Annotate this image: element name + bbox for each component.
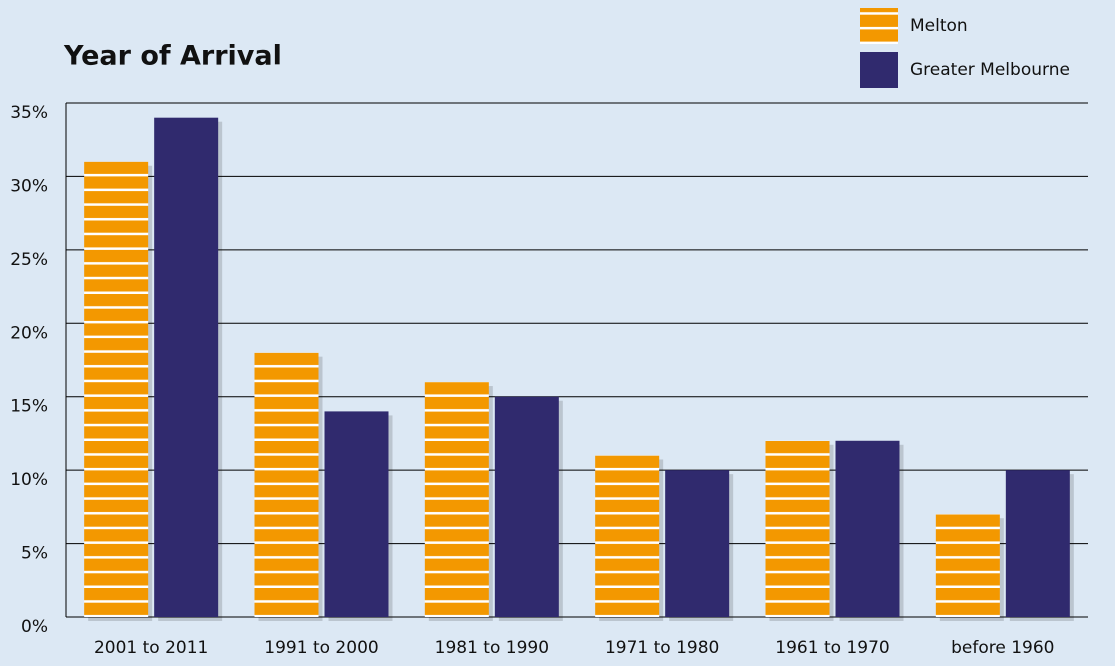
bar bbox=[254, 352, 319, 617]
legend-swatch bbox=[860, 8, 898, 44]
chart-title: Year of Arrival bbox=[63, 41, 282, 72]
y-tick-label: 25% bbox=[10, 250, 48, 270]
y-tick-label: 10% bbox=[10, 470, 48, 490]
bar bbox=[84, 161, 149, 617]
legend-label: Greater Melbourne bbox=[910, 60, 1070, 80]
bar bbox=[1005, 470, 1070, 617]
x-tick-label: before 1960 bbox=[951, 638, 1054, 658]
x-tick-label: 1971 to 1980 bbox=[605, 638, 719, 658]
bar bbox=[835, 440, 900, 617]
y-tick-label: 20% bbox=[10, 323, 48, 343]
bar bbox=[595, 455, 660, 617]
x-tick-label: 1991 to 2000 bbox=[264, 638, 378, 658]
bar bbox=[154, 117, 219, 617]
y-tick-label: 15% bbox=[10, 397, 48, 417]
bar bbox=[494, 396, 559, 617]
x-tick-label: 1981 to 1990 bbox=[435, 638, 549, 658]
x-tick-label: 1961 to 1970 bbox=[775, 638, 889, 658]
legend-label: Melton bbox=[910, 16, 968, 36]
legend-swatch bbox=[860, 52, 898, 88]
y-tick-label: 30% bbox=[10, 176, 48, 196]
y-tick-label: 5% bbox=[21, 544, 48, 564]
bar bbox=[765, 440, 830, 617]
bar bbox=[935, 514, 1000, 617]
bar bbox=[424, 382, 489, 617]
y-tick-label: 35% bbox=[10, 103, 48, 123]
x-tick-label: 2001 to 2011 bbox=[94, 638, 208, 658]
bar bbox=[324, 411, 389, 617]
y-tick-label: 0% bbox=[21, 617, 48, 637]
bar bbox=[665, 470, 730, 617]
